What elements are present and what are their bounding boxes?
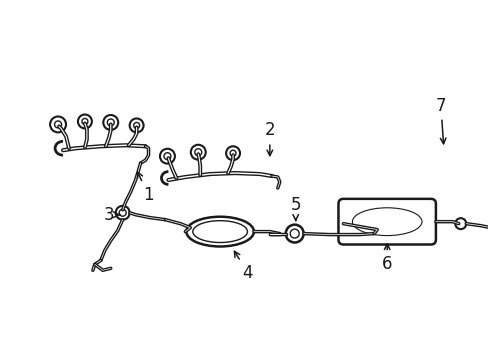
Text: 1: 1 bbox=[137, 172, 154, 204]
Text: 5: 5 bbox=[290, 196, 300, 220]
Text: 2: 2 bbox=[264, 121, 275, 156]
Text: 7: 7 bbox=[435, 96, 445, 144]
Text: 6: 6 bbox=[381, 244, 392, 273]
Text: 4: 4 bbox=[234, 251, 253, 282]
Text: 3: 3 bbox=[103, 206, 120, 224]
